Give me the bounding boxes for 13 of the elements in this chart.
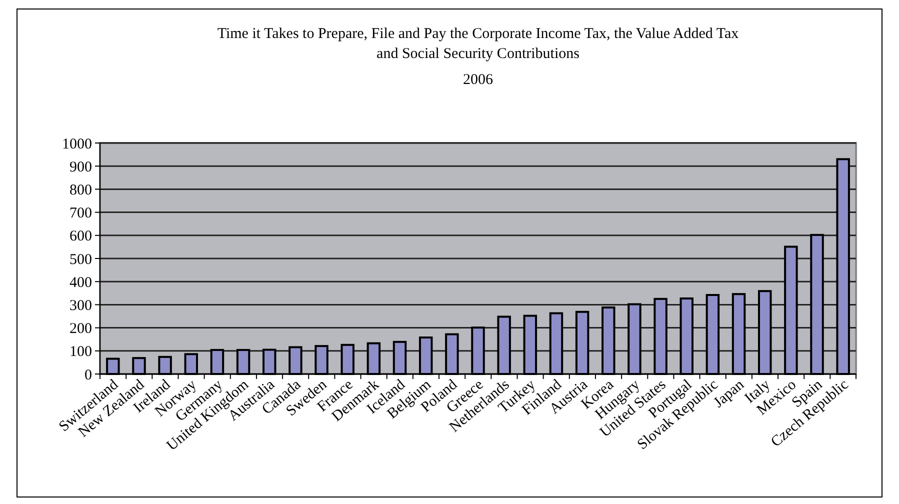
y-tick-label: 0 xyxy=(84,367,92,384)
y-tick-label: 300 xyxy=(70,298,92,314)
y-tick-label: 600 xyxy=(70,228,92,245)
chart-subtitle: 2006 xyxy=(463,72,494,88)
y-tick-label: 900 xyxy=(70,159,92,176)
y-tick-label: 100 xyxy=(70,344,92,360)
y-tick-label: 200 xyxy=(70,321,92,338)
y-tick-label: 800 xyxy=(70,182,92,198)
chart-title: Time it Takes to Prepare, File and Pay the Corporate Income Tax, the Value Added Tax and Social Security Contributions xyxy=(217,26,740,62)
y-tick-label: 400 xyxy=(70,274,92,291)
y-tick-label: 1000 xyxy=(62,136,92,152)
y-tick-label: 700 xyxy=(70,206,92,222)
y-tick-label: 500 xyxy=(70,252,92,268)
